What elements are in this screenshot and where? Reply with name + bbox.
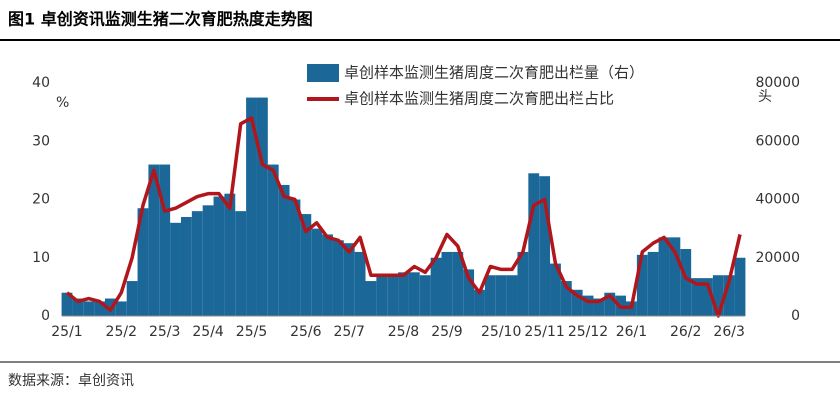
x-tick-label: 25/10	[481, 324, 521, 340]
bar	[256, 97, 268, 316]
bar	[452, 251, 464, 316]
bar	[126, 281, 138, 316]
bar	[202, 205, 214, 316]
bar	[734, 257, 746, 316]
legend-label: 卓创样本监测生猪周度二次育肥出栏量（右）	[344, 64, 644, 82]
bar	[495, 275, 507, 316]
legend-label: 卓创样本监测生猪周度二次育肥出栏占比	[344, 90, 614, 108]
bar	[159, 164, 171, 316]
x-tick-label: 25/5	[236, 324, 267, 340]
bar	[474, 289, 485, 316]
bar	[72, 298, 84, 316]
bar	[528, 173, 540, 316]
bar	[289, 199, 301, 316]
bar	[246, 97, 257, 316]
bar	[365, 281, 377, 316]
bar	[115, 301, 127, 316]
bar	[593, 298, 605, 316]
bar	[658, 237, 670, 316]
x-tick-label: 25/3	[149, 324, 180, 340]
x-tick-label: 25/6	[290, 324, 322, 340]
bar	[441, 251, 453, 316]
bar	[148, 164, 160, 316]
bar	[604, 292, 616, 316]
bar	[712, 275, 724, 316]
y-tick-label: 0	[41, 308, 50, 324]
source: 数据来源：卓创资讯	[8, 373, 134, 389]
y2-tick-label: 0	[791, 308, 800, 324]
line	[65, 116, 742, 318]
bar	[94, 301, 105, 316]
bar	[332, 240, 344, 316]
bar	[680, 249, 692, 316]
bar	[398, 272, 409, 316]
bar	[463, 269, 475, 316]
bar	[408, 272, 420, 316]
bar	[213, 196, 225, 316]
bar	[430, 257, 442, 316]
bar	[702, 278, 713, 316]
bar	[235, 211, 247, 316]
bar	[343, 243, 355, 316]
bar	[61, 292, 73, 316]
y-tick-label: 10	[32, 250, 50, 266]
bar	[224, 193, 236, 316]
x-tick-label: 25/7	[333, 324, 364, 340]
bar	[191, 211, 203, 316]
y2-tick-label: 80000	[755, 75, 800, 91]
x-tick-label: 25/9	[431, 324, 462, 340]
bar	[322, 234, 333, 316]
bar	[300, 214, 312, 316]
bar	[376, 275, 388, 316]
y-tick-label: 30	[32, 133, 50, 149]
chart-title: 图1 卓创资讯监测生猪二次育肥热度走势图	[8, 10, 313, 29]
bar	[83, 301, 95, 316]
bar	[354, 251, 366, 316]
bar	[387, 275, 399, 316]
legend-swatch	[307, 64, 339, 82]
x-tick-label: 25/2	[106, 324, 137, 340]
x-tick-label: 26/3	[713, 324, 744, 340]
bar	[691, 278, 703, 316]
x-tick-label: 25/4	[192, 324, 224, 340]
bar	[278, 184, 290, 316]
x-tick-label: 25/1	[51, 324, 82, 340]
bar	[571, 289, 583, 316]
bar	[506, 275, 518, 316]
bar	[137, 208, 149, 316]
x-tick-label: 25/12	[568, 324, 608, 340]
bar	[636, 254, 648, 316]
bar	[267, 164, 279, 316]
y-tick-label: 20	[32, 192, 50, 208]
bar	[560, 281, 572, 316]
x-tick-label: 26/1	[616, 324, 647, 340]
bar	[647, 251, 659, 316]
y2-tick-label: 40000	[755, 192, 800, 208]
bar	[669, 237, 681, 316]
y-tick-label: 40	[32, 75, 50, 91]
bar	[180, 216, 192, 316]
y2-tick-label: 60000	[755, 133, 800, 149]
bar	[517, 251, 529, 316]
x-tick-label: 26/2	[670, 324, 701, 340]
bar	[582, 295, 594, 316]
bar	[539, 176, 551, 316]
bar	[311, 228, 323, 316]
bar	[484, 275, 496, 316]
bar	[419, 275, 431, 316]
x-tick-label: 25/8	[388, 324, 419, 340]
bar	[550, 263, 561, 316]
y-unit: %	[56, 95, 69, 111]
bar	[723, 275, 735, 316]
x-tick-label: 25/11	[524, 324, 564, 340]
bar	[170, 222, 181, 316]
y2-tick-label: 20000	[755, 250, 800, 266]
y2-unit: 头	[758, 89, 772, 105]
